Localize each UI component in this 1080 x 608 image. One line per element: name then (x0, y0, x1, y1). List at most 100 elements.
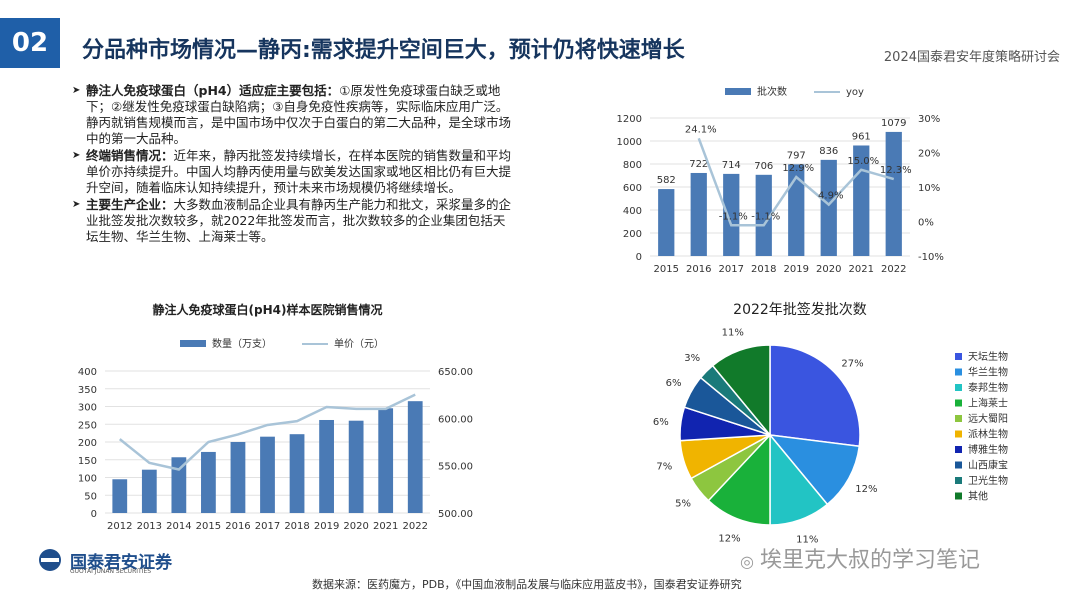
pie-slice (707, 433, 771, 526)
y-tick-label-right: 0% (918, 218, 934, 229)
legend-label: 卫光生物 (968, 474, 1008, 487)
legend-label: 批次数 (757, 85, 787, 98)
bar (319, 419, 334, 513)
y-tick-label-left: 400 (78, 367, 97, 378)
legend-label: 华兰生物 (968, 366, 1008, 379)
line-value-label: 12.3% (880, 165, 912, 176)
bar (755, 174, 772, 256)
bar-value-label: 961 (852, 131, 871, 142)
line-value-label: 15.0% (847, 156, 879, 167)
watermark: ◎ 埃里克大叔的学习笔记 (740, 542, 980, 574)
y-tick-label-left: 50 (84, 491, 97, 502)
y-tick-label-left: 250 (78, 420, 97, 431)
y-tick-label-left: 1200 (617, 114, 642, 125)
x-tick-label: 2019 (314, 521, 339, 532)
slice-label: 12% (718, 533, 740, 544)
x-tick-label: 2012 (107, 521, 132, 532)
pie-slice (768, 434, 861, 506)
y-tick-label-left: 800 (623, 160, 642, 171)
legend-swatch (955, 446, 962, 453)
bar (407, 401, 423, 513)
legend-swatch (955, 430, 962, 438)
y-tick-label-left: 400 (623, 206, 642, 217)
slice-label: 11% (796, 534, 818, 545)
legend-label: 天坛生物 (968, 350, 1008, 363)
bar-value-label: 714 (722, 160, 741, 171)
bar-value-label: 706 (754, 161, 773, 172)
line-value-label: -1.1% (719, 211, 748, 222)
arrow-icon: ➤ (72, 85, 81, 96)
legend-swatch-bar (180, 340, 206, 347)
watermark-text: 埃里克大叔的学习笔记 (759, 548, 980, 573)
bullet-indications: ➤ 静注人免疫球蛋白（pH4）适应症主要包括：①原发性免疫球蛋白缺乏或地下；②继… (72, 83, 512, 147)
bar (348, 420, 364, 513)
slice-label: 6% (666, 378, 682, 389)
bar (171, 457, 187, 513)
legend-label: 派林生物 (968, 428, 1008, 441)
legend-swatch (955, 492, 962, 500)
bar (112, 479, 128, 513)
bullet-body: 近年来，静丙批签发持续增长，在样本医院的销售数量和平均单价亦持续提升。中国人均静… (86, 148, 512, 195)
x-tick-label: 2015 (654, 264, 679, 275)
bullet-lead: 静注人免疫球蛋白（pH4）适应症主要包括： (86, 83, 340, 98)
pie-slice (711, 344, 771, 438)
line-value-label: 4.9% (818, 191, 843, 202)
legend-swatch-bar (725, 88, 751, 95)
legend-swatch (955, 368, 962, 376)
bar-value-label: 1079 (881, 118, 906, 129)
x-tick-label: 2019 (784, 264, 809, 275)
wechat-icon: ◎ (740, 552, 754, 571)
slice-label: 6% (653, 417, 669, 428)
bullet-lead: 主要生产企业： (86, 197, 174, 212)
slice-label: 7% (656, 462, 672, 473)
logo-subtitle: GUOTAI JUNAN SECURITIES (70, 568, 152, 575)
bar (141, 469, 157, 513)
bullet-manufacturers: ➤ 主要生产企业：大多数血液制品企业具有静丙生产能力和批文，采浆量多的企业批签发… (72, 197, 512, 245)
x-tick-label: 2021 (373, 521, 398, 532)
chart-legend: 数量（万支） 单价（元） (180, 337, 384, 350)
slide-header: 02 分品种市场情况—静丙:需求提升空间巨大，预计仍将快速增长 2024国泰君安… (0, 0, 1080, 80)
bar-value-label: 722 (689, 159, 708, 170)
x-tick-label: 2022 (881, 264, 906, 275)
bar (885, 131, 902, 256)
y-tick-label-right: -10% (918, 252, 944, 263)
legend-label: 博雅生物 (968, 443, 1008, 456)
x-tick-label: 2021 (849, 264, 874, 275)
bar (260, 436, 275, 513)
slide-title: 分品种市场情况—静丙:需求提升空间巨大，预计仍将快速增长 (82, 38, 685, 63)
slice-label: 27% (841, 358, 863, 369)
legend-swatch (955, 384, 962, 391)
legend-swatch (955, 461, 962, 469)
y-tick-label-left: 200 (623, 229, 642, 240)
bullet-list: ➤ 静注人免疫球蛋白（pH4）适应症主要包括：①原发性免疫球蛋白缺乏或地下；②继… (72, 83, 512, 246)
y-tick-label-left: 1000 (617, 137, 642, 148)
section-number-badge: 02 (0, 18, 60, 68)
legend-swatch (955, 353, 962, 360)
legend-label: 单价（元） (334, 338, 384, 350)
bar (820, 159, 837, 256)
bar-value-label: 797 (787, 150, 806, 161)
pie-slice (769, 344, 861, 448)
slice-label: 5% (675, 498, 691, 509)
y-tick-label-left: 100 (78, 474, 97, 485)
bar (378, 408, 394, 513)
legend-swatch (955, 477, 962, 484)
x-tick-label: 2017 (255, 521, 280, 532)
chart-title: 静注人免疫球蛋白(pH4)样本医院销售情况 (153, 302, 383, 317)
bullet-body: ①原发性免疫球蛋白缺乏或地下；②继发性免疫球蛋白缺陷病；③自身免疫性疾病等，实际… (86, 83, 512, 146)
y-tick-label-right: 20% (918, 149, 940, 160)
company-logo: 国泰君安证券 GUOTAI JUNAN SECURITIES (36, 548, 186, 578)
slice-label: 12% (855, 484, 877, 495)
x-tick-label: 2015 (196, 521, 221, 532)
bar (788, 164, 805, 256)
y-tick-label-right: 550.00 (438, 462, 473, 473)
legend-label: 其他 (968, 490, 988, 503)
chart-title: 2022年批签发批次数 (733, 301, 867, 318)
series-line (118, 393, 416, 471)
x-tick-label: 2022 (403, 521, 428, 532)
bullet-terminal-sales: ➤ 终端销售情况：近年来，静丙批签发持续增长，在样本医院的销售数量和平均单价亦持… (72, 148, 512, 196)
bar-value-label: 582 (657, 175, 676, 186)
legend-label: 泰邦生物 (968, 381, 1008, 394)
bullet-body: 大多数血液制品企业具有静丙生产能力和批文，采浆量多的企业批签发批次数较多，就20… (86, 197, 512, 244)
